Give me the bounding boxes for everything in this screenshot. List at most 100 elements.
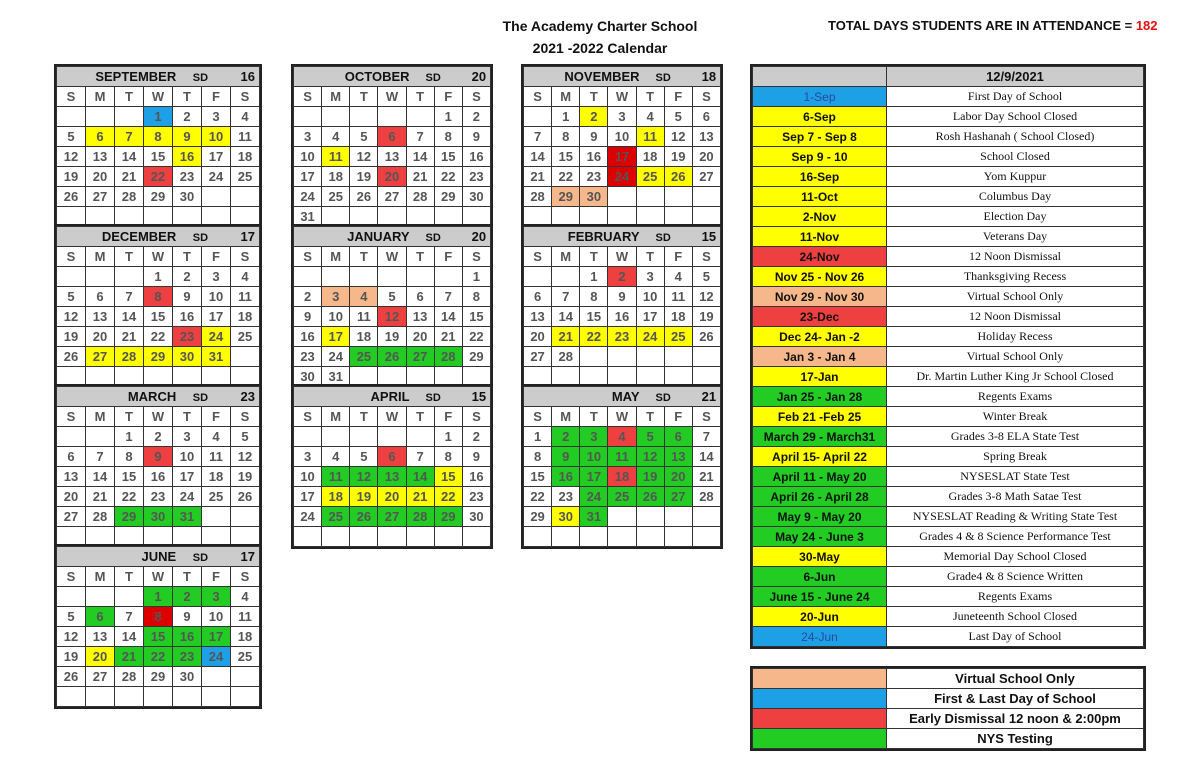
event-row: 17-Jan Dr. Martin Luther King Jr School C…	[752, 366, 1144, 387]
day-cell: 25	[230, 326, 260, 347]
event-row: Nov 25 - Nov 26 Thanksgiving Recess	[752, 266, 1144, 287]
day-cell: 25	[635, 166, 665, 187]
event-row: April 26 - April 28 Grades 3-8 Math Satae…	[752, 486, 1144, 507]
event-description: First Day of School	[886, 86, 1144, 107]
empty-cell	[691, 506, 722, 527]
sd-label: SD	[425, 392, 441, 404]
weekday-header: T	[172, 246, 202, 267]
day-cell: 13	[377, 146, 407, 167]
event-date: April 11 - May 20	[752, 466, 887, 487]
event-date: May 9 - May 20	[752, 506, 887, 527]
day-cell: 13	[85, 306, 115, 327]
day-cell: 29	[433, 506, 463, 527]
day-cell: 2	[172, 586, 202, 607]
empty-cell	[635, 526, 665, 547]
weekday-header: F	[663, 86, 693, 107]
day-cell: 3	[607, 106, 637, 127]
day-cell: 20	[522, 326, 553, 347]
empty-cell	[349, 106, 379, 127]
weekday-header: S	[461, 246, 492, 267]
school-days-count: 17	[240, 229, 255, 244]
weekday-header: T	[579, 246, 609, 267]
weekday-header: S	[522, 246, 553, 267]
month-february: FEBRUARY SD 15 S M T W T F S 1 2 3 4 5 6 7 8 9 10 11 12 13 14 15…	[521, 224, 723, 389]
weekday-header: S	[691, 406, 722, 427]
empty-cell	[607, 186, 637, 207]
day-cell: 12	[349, 146, 379, 167]
event-row: Dec 24- Jan -2 Holiday Recess	[752, 326, 1144, 347]
day-cell: 21	[405, 166, 435, 187]
day-cell: 5	[691, 266, 722, 287]
day-cell: 14	[551, 306, 581, 327]
day-cell: 27	[85, 186, 115, 207]
day-cell: 21	[522, 166, 553, 187]
day-cell: 25	[321, 186, 351, 207]
empty-cell	[114, 106, 144, 127]
day-cell: 10	[201, 126, 231, 147]
day-cell: 3	[292, 126, 323, 147]
day-cell: 30	[461, 506, 492, 527]
events-header-blank	[752, 66, 887, 87]
day-cell: 23	[461, 486, 492, 507]
day-cell: 5	[230, 426, 260, 447]
day-cell: 24	[292, 186, 323, 207]
weekday-header: T	[405, 406, 435, 427]
day-cell: 11	[321, 466, 351, 487]
empty-cell	[405, 426, 435, 447]
empty-cell	[56, 106, 86, 127]
day-cell: 26	[230, 486, 260, 507]
day-cell: 7	[114, 606, 144, 627]
day-cell: 18	[230, 626, 260, 647]
day-cell: 1	[143, 586, 173, 607]
event-description: Veterans Day	[886, 226, 1144, 247]
weekday-header: T	[114, 566, 144, 587]
day-cell: 4	[321, 446, 351, 467]
empty-cell	[85, 266, 115, 287]
day-cell: 1	[461, 266, 492, 287]
day-cell: 26	[349, 506, 379, 527]
day-cell: 21	[433, 326, 463, 347]
day-cell: 28	[551, 346, 581, 367]
day-cell: 25	[321, 506, 351, 527]
weekday-header: T	[635, 246, 665, 267]
month-header: JANUARY SD 20	[293, 226, 491, 247]
event-description: Yom Kuppur	[886, 166, 1144, 187]
day-cell: 29	[143, 346, 173, 367]
event-row: 1-Sep First Day of School	[752, 86, 1144, 107]
day-cell: 7	[522, 126, 553, 147]
day-cell: 28	[405, 186, 435, 207]
day-cell: 5	[56, 126, 86, 147]
weekday-header: W	[377, 406, 407, 427]
day-cell: 6	[522, 286, 553, 307]
day-cell: 10	[579, 446, 609, 467]
day-cell: 16	[607, 306, 637, 327]
event-row: June 15 - June 24 Regents Exams	[752, 586, 1144, 607]
day-cell: 28	[114, 666, 144, 687]
legend-label: NYS Testing	[886, 728, 1144, 749]
day-cell: 5	[377, 286, 407, 307]
day-cell: 4	[230, 586, 260, 607]
day-cell: 25	[230, 166, 260, 187]
day-cell: 18	[663, 306, 693, 327]
day-cell: 16	[461, 466, 492, 487]
event-row: April 11 - May 20 NYSESLAT State Test	[752, 466, 1144, 487]
day-cell: 5	[56, 286, 86, 307]
event-row: 11-Oct Columbus Day	[752, 186, 1144, 207]
day-cell: 11	[201, 446, 231, 467]
day-cell: 28	[405, 506, 435, 527]
day-cell: 24	[201, 166, 231, 187]
empty-cell	[230, 506, 260, 527]
event-description: Grades 3-8 Math Satae Test	[886, 486, 1144, 507]
day-cell: 30	[172, 346, 202, 367]
empty-cell	[522, 106, 553, 127]
event-description: Spring Break	[886, 446, 1144, 467]
day-cell: 7	[691, 426, 722, 447]
day-cell: 5	[663, 106, 693, 127]
weekday-header: M	[551, 246, 581, 267]
sd-label: SD	[192, 552, 209, 564]
day-cell: 6	[85, 606, 115, 627]
empty-cell	[691, 526, 722, 547]
event-row: May 24 - June 3 Grades 4 & 8 Science Perf…	[752, 526, 1144, 547]
event-row: 30-May Memorial Day School Closed	[752, 546, 1144, 567]
weekday-header: S	[691, 86, 722, 107]
